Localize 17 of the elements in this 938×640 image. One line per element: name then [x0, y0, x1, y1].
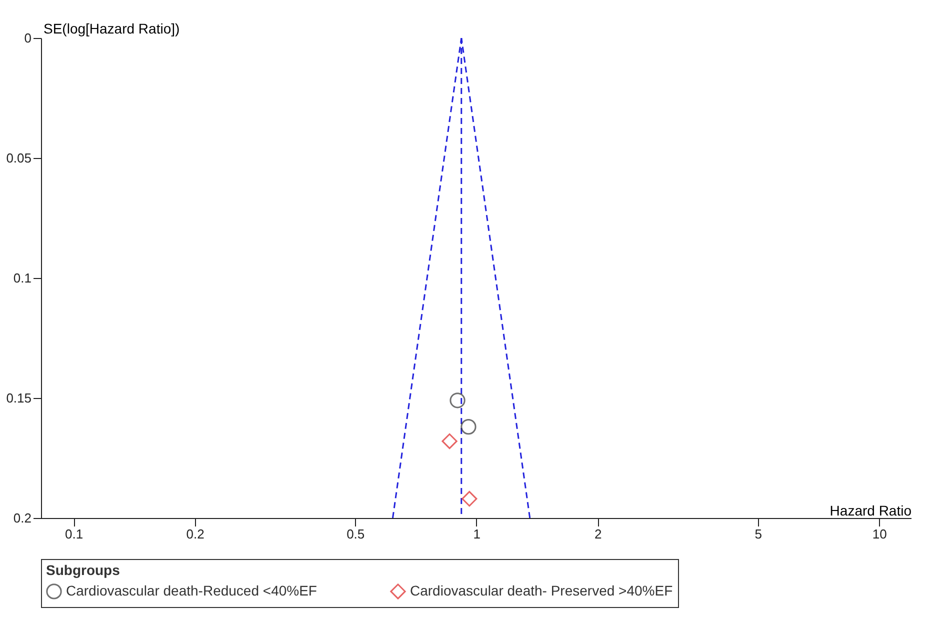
legend-label: Cardiovascular death- Preserved >40%EF — [410, 582, 673, 598]
x-axis-title: Hazard Ratio — [830, 502, 912, 518]
x-tick-label: 2 — [594, 526, 602, 542]
y-tick-label: 0 — [24, 30, 32, 46]
y-tick-label: 0.2 — [13, 510, 32, 526]
x-tick-label: 0.1 — [65, 526, 84, 542]
y-axis-title: SE(log[Hazard Ratio]) — [44, 20, 180, 36]
y-tick-label: 0.1 — [13, 270, 32, 286]
legend-label: Cardiovascular death-Reduced <40%EF — [66, 582, 317, 598]
y-tick-label: 0.05 — [6, 150, 32, 166]
y-tick-label: 0.15 — [6, 390, 32, 406]
x-tick-label: 0.5 — [346, 526, 365, 542]
x-tick-label: 5 — [754, 526, 762, 542]
x-tick-label: 0.2 — [186, 526, 204, 542]
x-tick-label: 1 — [473, 526, 480, 542]
x-tick-label: 10 — [872, 526, 887, 542]
legend-title: Subgroups — [46, 562, 120, 578]
